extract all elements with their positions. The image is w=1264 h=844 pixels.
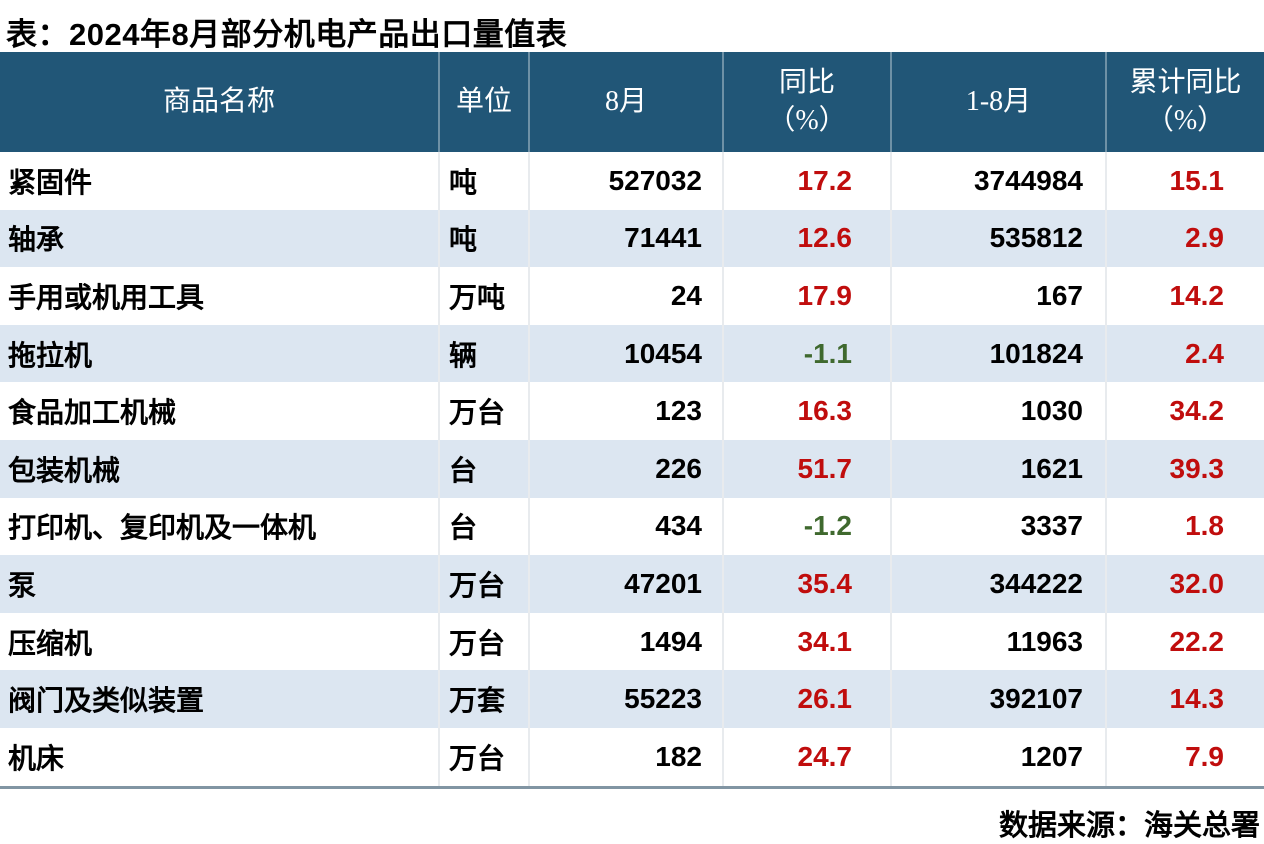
cell-unit: 万台 [438,727,528,786]
cell-jan-aug-value: 1207 [890,727,1105,786]
cell-august-value: 24 [528,267,722,325]
export-table: 商品名称 单位 8月 同比 （%） 1-8月 累计同比 （%） 紧固件吨 5270… [0,52,1264,789]
cell-jan-aug-value: 344222 [890,555,1105,613]
column-header-unit: 单位 [438,52,528,152]
cell-yoy-percent: -1.1 [722,324,890,383]
cell-unit: 万台 [438,382,528,440]
cell-cumulative-yoy-percent: 1.8 [1105,497,1264,556]
column-header-product-name: 商品名称 [0,52,438,152]
cell-yoy-percent: 16.3 [722,382,890,440]
cell-august-value: 226 [528,439,722,498]
cell-unit: 万套 [438,670,528,728]
cell-product-name: 泵 [8,569,37,601]
cell-jan-aug-value: 3744984 [890,152,1105,210]
cell-jan-aug-value: 3337 [890,497,1105,556]
table-row: 手用或机用工具 万吨 24 17.9 167 14.2 [0,267,1264,325]
cell-cumulative-yoy-percent: 39.3 [1105,439,1264,498]
cell-cumulative-yoy-percent: 2.9 [1105,209,1264,268]
cell-jan-aug-value: 167 [890,267,1105,325]
cell-jan-aug-value: 1621 [890,439,1105,498]
cell-unit: 万台 [438,612,528,671]
cell-unit: 台 [438,497,528,556]
table-row: 包装机械 台 226 51.7 1621 39.3 [0,439,1264,498]
table-row: 压缩机 万台 1494 34.1 11963 22.2 [0,612,1264,671]
data-source: 数据来源：海关总署 [998,809,1260,842]
column-header-cumulative-yoy-percent: 累计同比 （%） [1105,52,1264,152]
cell-august-value: 71441 [528,209,722,268]
cell-jan-aug-value: 535812 [890,209,1105,268]
table-row: 泵 万台 47201 35.4 344222 32.0 [0,555,1264,613]
cell-cumulative-yoy-percent: 32.0 [1105,555,1264,613]
cell-unit: 吨 [438,152,528,210]
cell-august-value: 1494 [528,612,722,671]
table-row: 拖拉机 辆 10454 -1.1 101824 2.4 [0,324,1264,383]
cell-unit: 台 [438,439,528,498]
cell-unit: 万吨 [438,267,528,325]
cell-cumulative-yoy-percent: 14.2 [1105,267,1264,325]
cell-cumulative-yoy-percent: 34.2 [1105,382,1264,440]
table-row: 阀门及类似装置 万套 55223 26.1 392107 14.3 [0,670,1264,728]
cell-product-name: 阀门及类似装置 [8,685,205,717]
cell-yoy-percent: 17.2 [722,152,890,210]
table-header-row: 商品名称 单位 8月 同比 （%） 1-8月 累计同比 （%） [0,52,1264,152]
cell-august-value: 123 [528,382,722,440]
column-header-jan-aug: 1-8月 [890,52,1105,152]
cell-yoy-percent: 26.1 [722,670,890,728]
cell-product-name: 压缩机 [8,627,93,659]
cell-jan-aug-value: 101824 [890,324,1105,383]
cell-yoy-percent: 35.4 [722,555,890,613]
cell-product-name: 机床 [8,742,65,774]
cell-august-value: 47201 [528,555,722,613]
table-row: 食品加工机械 万台 123 16.3 1030 34.2 [0,382,1264,440]
cell-cumulative-yoy-percent: 14.3 [1105,670,1264,728]
cell-product-name: 手用或机用工具 [8,281,205,313]
cell-august-value: 434 [528,497,722,556]
cell-august-value: 182 [528,727,722,786]
cell-product-name: 打印机、复印机及一体机 [8,512,317,544]
column-header-yoy-percent: 同比 （%） [722,52,890,152]
cell-product-name: 紧固件 [8,166,93,198]
table-row: 轴承 吨 71441 12.6 535812 2.9 [0,209,1264,268]
cell-august-value: 55223 [528,670,722,728]
cell-product-name: 拖拉机 [8,339,93,371]
cell-cumulative-yoy-percent: 2.4 [1105,324,1264,383]
page-title: 表：2024年8月部分机电产品出口量值表 [6,17,568,52]
cell-cumulative-yoy-percent: 7.9 [1105,727,1264,786]
cell-yoy-percent: 51.7 [722,439,890,498]
cell-jan-aug-value: 11963 [890,612,1105,671]
cell-yoy-percent: 12.6 [722,209,890,268]
column-header-august: 8月 [528,52,722,152]
table-row: 机床 万台 182 24.7 1207 7.9 [0,727,1264,786]
cell-yoy-percent: -1.2 [722,497,890,556]
cell-cumulative-yoy-percent: 22.2 [1105,612,1264,671]
cell-august-value: 527032 [528,152,722,210]
cell-unit: 万台 [438,555,528,613]
cell-yoy-percent: 17.9 [722,267,890,325]
cell-jan-aug-value: 1030 [890,382,1105,440]
table-row: 紧固件 吨 527032 17.2 3744984 15.1 [0,152,1264,210]
table-row: 打印机、复印机及一体机 台 434 -1.2 3337 1.8 [0,497,1264,556]
cell-product-name: 食品加工机械 [8,397,177,429]
cell-yoy-percent: 34.1 [722,612,890,671]
cell-product-name: 轴承 [8,224,65,256]
cell-jan-aug-value: 392107 [890,670,1105,728]
cell-unit: 辆 [438,324,528,383]
cell-unit: 吨 [438,209,528,268]
cell-yoy-percent: 24.7 [722,727,890,786]
cell-cumulative-yoy-percent: 15.1 [1105,152,1264,210]
table-body: 紧固件吨 527032 17.2 3744984 15.1 轴承吨 71441 12.6 535… [0,152,1264,786]
cell-august-value: 10454 [528,324,722,383]
cell-product-name: 包装机械 [8,454,121,486]
